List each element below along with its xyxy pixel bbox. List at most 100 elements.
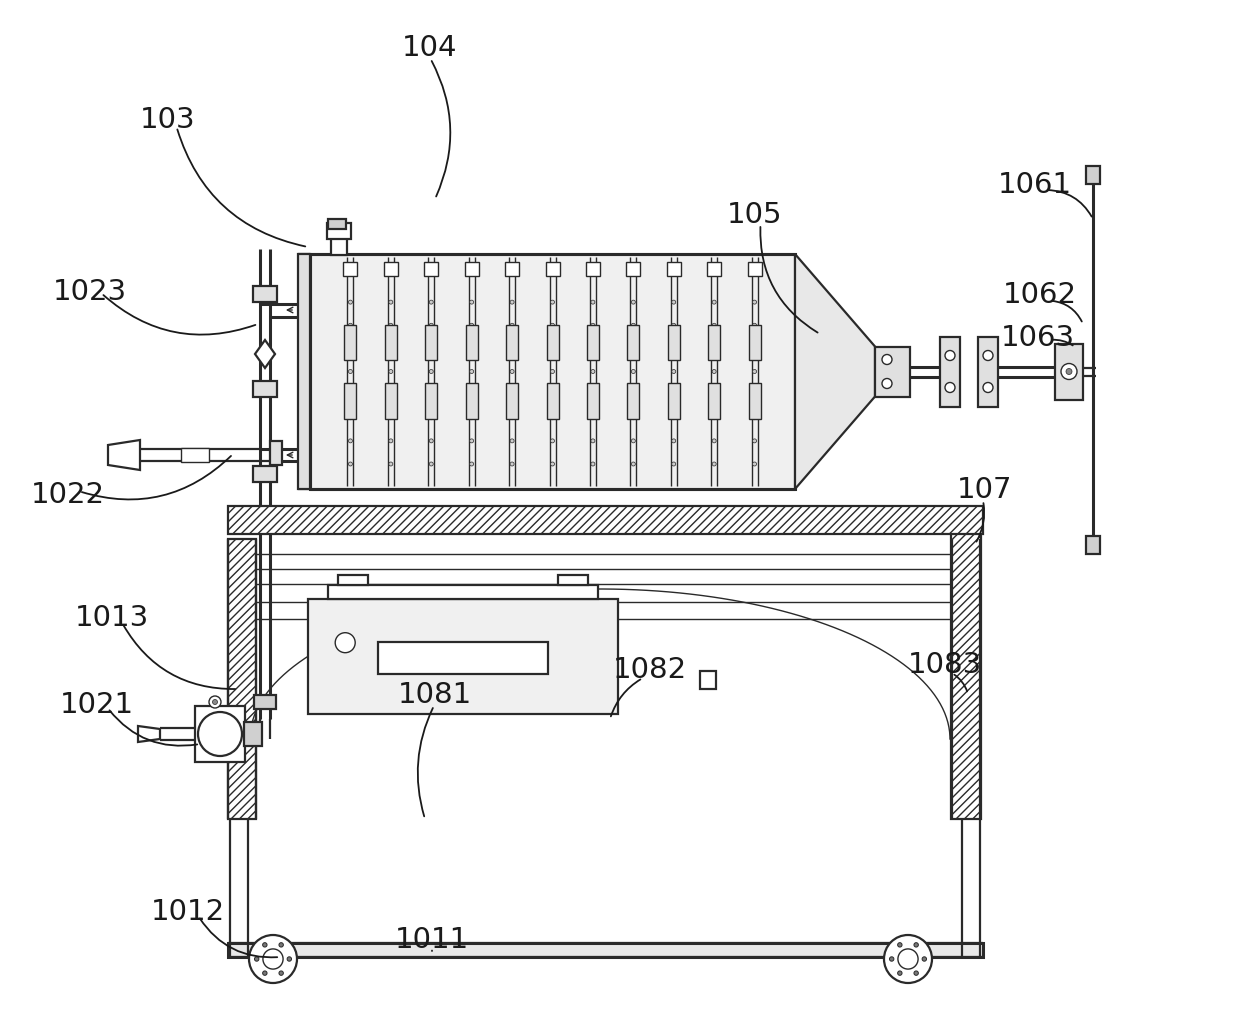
Bar (875, 347, 910, 397)
Text: 1083: 1083 (908, 650, 982, 679)
Circle shape (753, 324, 756, 328)
Text: 1012: 1012 (151, 897, 226, 925)
Text: 104: 104 (402, 34, 458, 62)
Bar (707, 263, 722, 277)
Circle shape (672, 463, 676, 467)
Bar (254, 695, 277, 709)
Bar (749, 384, 760, 419)
Polygon shape (138, 727, 160, 742)
Circle shape (279, 971, 284, 975)
Circle shape (263, 971, 267, 975)
Circle shape (923, 957, 926, 961)
Bar (1086, 536, 1100, 554)
Circle shape (249, 935, 298, 983)
Circle shape (429, 324, 433, 328)
Circle shape (551, 439, 554, 443)
Circle shape (884, 935, 932, 983)
Bar (384, 325, 397, 361)
Circle shape (631, 324, 635, 328)
Bar (228, 539, 255, 819)
Bar (195, 706, 246, 762)
Bar (253, 382, 277, 397)
Circle shape (591, 324, 595, 328)
Circle shape (389, 301, 393, 305)
Circle shape (510, 347, 515, 351)
Bar (331, 237, 347, 256)
Polygon shape (108, 440, 140, 471)
Circle shape (591, 347, 595, 351)
Bar (978, 337, 998, 408)
Circle shape (510, 393, 515, 397)
Circle shape (983, 352, 993, 361)
Circle shape (898, 943, 901, 947)
Bar (329, 220, 346, 229)
Circle shape (198, 712, 242, 756)
Circle shape (510, 463, 515, 467)
Bar (253, 286, 277, 303)
Bar (253, 467, 277, 483)
Bar (627, 384, 640, 419)
Circle shape (672, 439, 676, 443)
Circle shape (429, 347, 433, 351)
Bar (627, 325, 640, 361)
Circle shape (672, 393, 676, 397)
Bar (425, 384, 438, 419)
Circle shape (753, 439, 756, 443)
Circle shape (945, 352, 955, 361)
Bar (329, 586, 598, 599)
Circle shape (712, 439, 717, 443)
Circle shape (389, 324, 393, 328)
Bar (587, 384, 599, 419)
Circle shape (753, 393, 756, 397)
Circle shape (470, 439, 474, 443)
Bar (668, 325, 680, 361)
Bar (345, 384, 356, 419)
Bar (748, 263, 761, 277)
Circle shape (712, 463, 717, 467)
Bar (708, 325, 720, 361)
Circle shape (429, 393, 433, 397)
Text: 105: 105 (727, 201, 782, 229)
Circle shape (510, 301, 515, 305)
Bar (558, 576, 588, 586)
Bar (384, 263, 398, 277)
Circle shape (551, 393, 554, 397)
Bar (345, 325, 356, 361)
Circle shape (631, 393, 635, 397)
Circle shape (914, 971, 919, 975)
Circle shape (335, 633, 355, 653)
Circle shape (591, 463, 595, 467)
Text: 1023: 1023 (53, 278, 126, 306)
Circle shape (753, 347, 756, 351)
Text: 1011: 1011 (394, 925, 469, 953)
Bar (384, 384, 397, 419)
Circle shape (753, 417, 756, 420)
Text: 1022: 1022 (31, 481, 105, 508)
Circle shape (898, 949, 918, 969)
Circle shape (429, 370, 433, 374)
Circle shape (591, 301, 595, 305)
Circle shape (288, 957, 291, 961)
Circle shape (753, 370, 756, 374)
Circle shape (631, 439, 635, 443)
Circle shape (429, 439, 433, 443)
Bar (466, 384, 477, 419)
Circle shape (631, 301, 635, 305)
Circle shape (945, 383, 955, 393)
Bar (546, 263, 559, 277)
Circle shape (470, 324, 474, 328)
Circle shape (348, 463, 352, 467)
Circle shape (672, 301, 676, 305)
Circle shape (712, 417, 717, 420)
Circle shape (712, 301, 717, 305)
Circle shape (672, 347, 676, 351)
Circle shape (631, 463, 635, 467)
Circle shape (510, 439, 515, 443)
Circle shape (591, 417, 595, 420)
Bar (228, 506, 983, 535)
Circle shape (631, 417, 635, 420)
Bar (228, 943, 983, 957)
Bar (506, 384, 518, 419)
Text: 107: 107 (957, 476, 1013, 503)
Circle shape (263, 949, 283, 969)
